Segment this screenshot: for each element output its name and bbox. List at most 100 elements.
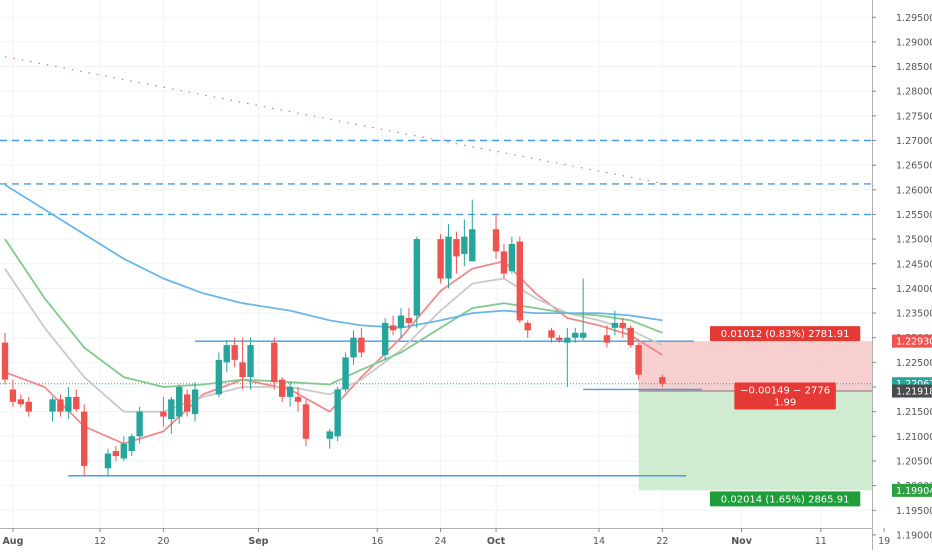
candle <box>334 387 341 442</box>
candle <box>223 340 230 373</box>
time-tick-label: Sep <box>248 536 268 547</box>
price-tick-label: 1.19500 <box>896 506 932 517</box>
risk-reward-label-box <box>734 382 836 410</box>
price-marker-box <box>892 483 932 497</box>
candle-body <box>81 411 88 466</box>
time-tick-label: 24 <box>435 536 447 547</box>
candle-body <box>302 404 310 439</box>
candle-body <box>9 389 17 402</box>
candle <box>635 342 642 380</box>
candle-body <box>160 411 167 417</box>
candle <box>136 406 143 444</box>
candle-body <box>397 315 405 328</box>
candle-body <box>231 345 238 360</box>
candle <box>176 384 183 424</box>
candle-body <box>334 389 341 437</box>
candle-body <box>136 411 143 437</box>
candle-body <box>358 337 365 353</box>
candle <box>104 448 112 476</box>
stop-label-box <box>709 326 861 342</box>
candle-body <box>128 436 135 452</box>
candle-body <box>572 332 579 338</box>
price-marker-box <box>892 334 932 348</box>
candle-body <box>469 229 476 262</box>
candle-body <box>579 332 587 338</box>
candle <box>413 236 421 328</box>
price-marker: 1.19904 <box>892 483 932 497</box>
candle <box>271 337 278 390</box>
price-tick-label: 1.28500 <box>896 62 932 73</box>
candle <box>358 327 365 358</box>
candle-body <box>223 345 230 363</box>
candle <box>342 352 349 392</box>
candle-body <box>445 236 452 279</box>
candle-body <box>516 241 523 321</box>
candle-body <box>350 337 357 358</box>
price-marker: 1.21918 <box>892 384 932 398</box>
candle <box>492 214 500 259</box>
candle-body <box>65 396 72 412</box>
candle <box>381 317 389 360</box>
candle-body <box>437 239 444 279</box>
candle <box>168 396 175 434</box>
moving-average-line <box>4 184 663 329</box>
candle <box>659 374 666 388</box>
time-axis-bg <box>0 528 872 550</box>
candle <box>73 389 80 412</box>
candle-body <box>215 359 223 395</box>
price-tick-label: 1.26500 <box>896 161 932 172</box>
candle <box>469 199 476 262</box>
candle-body <box>461 236 468 254</box>
candle <box>548 327 555 343</box>
price-tick-label: 1.25500 <box>896 210 932 221</box>
candle <box>453 231 460 274</box>
candle-body <box>556 337 563 341</box>
time-tick-label: 20 <box>157 536 169 547</box>
candle-body <box>25 401 32 412</box>
candle <box>160 396 167 427</box>
candle <box>405 308 413 328</box>
price-tick-label: 1.21000 <box>896 432 932 443</box>
candle <box>564 327 571 388</box>
time-tick-label: Oct <box>487 536 506 547</box>
price-marker-text: 1.22930 <box>896 337 932 348</box>
candle-body <box>112 451 120 457</box>
candle <box>65 387 72 420</box>
horizontal-levels[interactable] <box>0 56 872 477</box>
candle <box>579 278 587 341</box>
candle-body <box>500 251 508 274</box>
candle-body <box>389 325 397 331</box>
candle-body <box>508 244 516 272</box>
candle-body <box>17 399 25 405</box>
price-marker-box <box>892 384 932 398</box>
price-tick-label: 1.26000 <box>896 185 932 196</box>
time-tick-label: 11 <box>815 536 827 547</box>
candle-body <box>286 387 294 397</box>
time-tick-label: Nov <box>731 536 752 547</box>
time-axis[interactable]: Aug 12 20 Sep 16 24 Oct 14 22 Nov 11 19 <box>0 528 890 550</box>
price-tick-label: 1.27000 <box>896 136 932 147</box>
stop-label-text: 0.01012 (0.83%) 2781.91 <box>721 329 850 340</box>
candle-body <box>239 362 246 378</box>
candle <box>247 337 254 390</box>
price-axis-bg <box>872 0 932 550</box>
candle-body <box>1 342 9 380</box>
price-tick-label: 1.19000 <box>896 530 932 541</box>
candle-body <box>247 345 254 378</box>
time-tick-label: Aug <box>2 536 23 547</box>
candle <box>286 382 294 407</box>
candle <box>397 308 405 338</box>
candle-body <box>73 396 80 410</box>
price-axis[interactable]: 1.190001.195001.200001.205001.210001.215… <box>872 0 932 550</box>
candle <box>516 236 523 323</box>
price-marker: 1.22930 <box>892 334 932 348</box>
price-tick-label: 1.29000 <box>896 37 932 48</box>
candle <box>294 387 302 412</box>
candle <box>215 352 223 397</box>
candle-body <box>191 389 199 415</box>
price-tick-label: 1.20500 <box>896 456 932 467</box>
candle-body <box>405 317 413 323</box>
